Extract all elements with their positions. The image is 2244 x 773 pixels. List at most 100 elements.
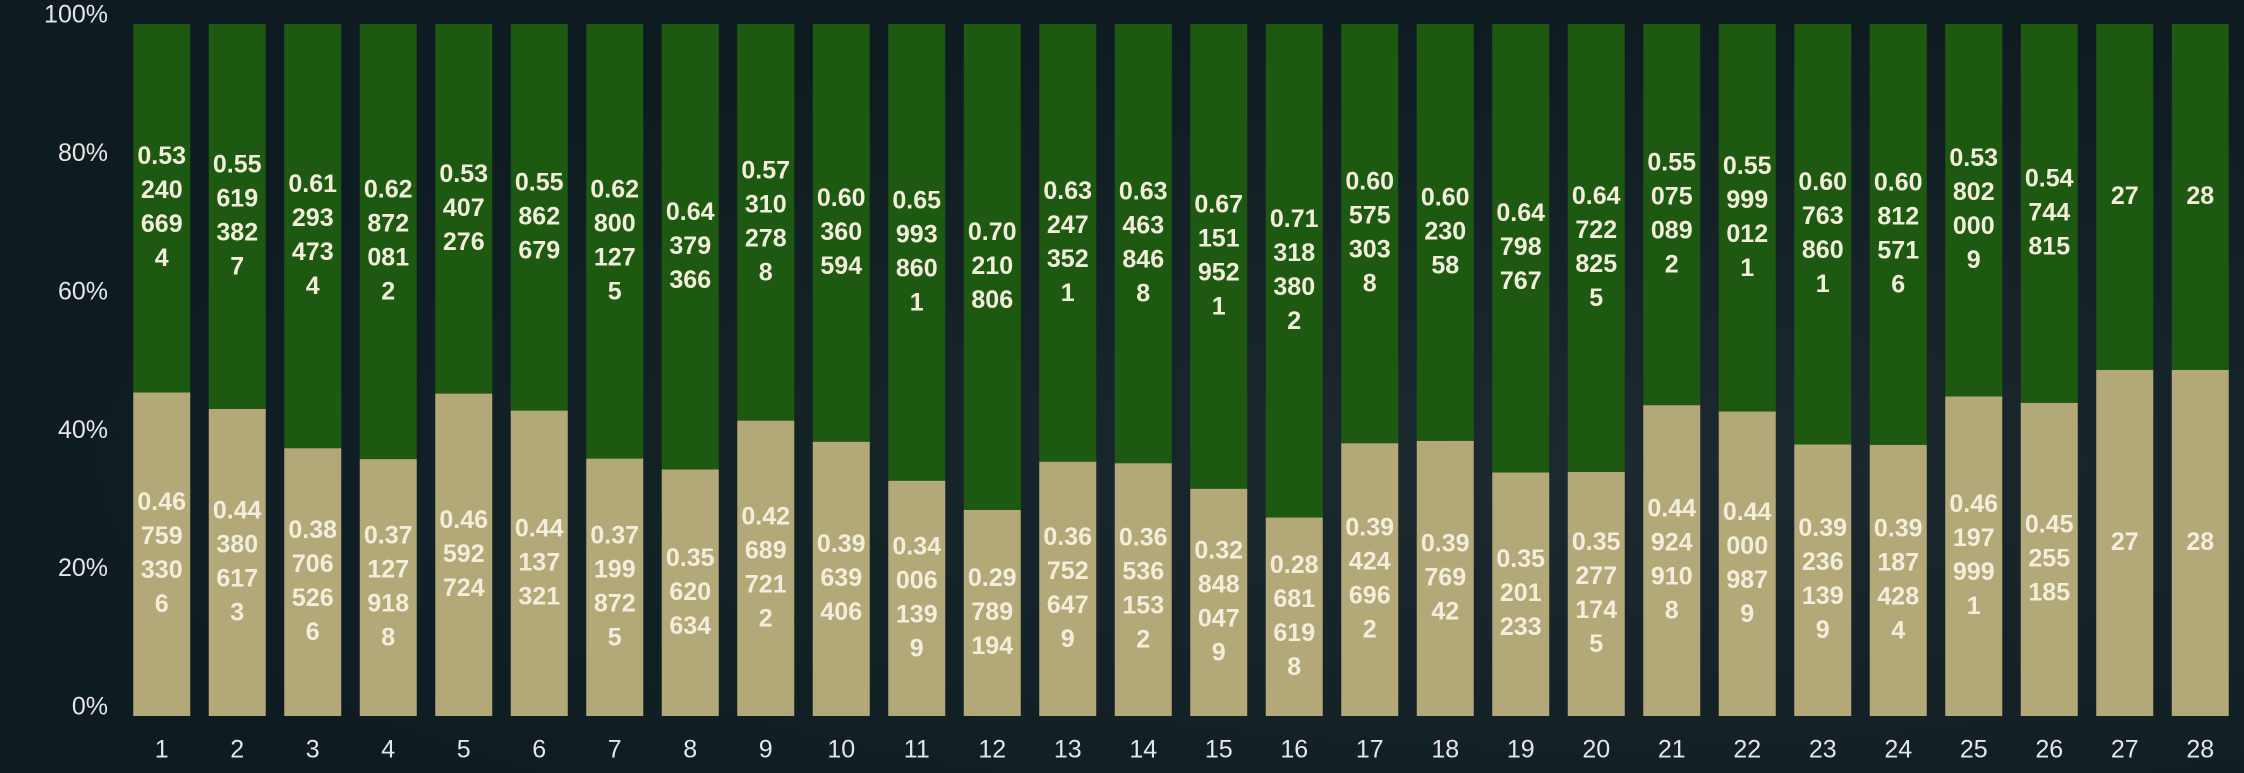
- value-label: 0.37 127 918 8: [364, 521, 413, 651]
- bar-segment: [133, 392, 191, 716]
- bar-segment: [1567, 471, 1625, 716]
- x-tick-label: 13: [1054, 736, 1082, 764]
- bar-segment: [1869, 444, 1927, 716]
- value-label: 0.45 255 185: [2025, 510, 2074, 606]
- value-label: 0.42 689 721 2: [741, 502, 790, 632]
- x-tick-label: 20: [1582, 736, 1610, 764]
- bar-segment: [1869, 24, 1927, 445]
- bar-segment: [2171, 370, 2229, 716]
- bar-segment: [1114, 463, 1172, 716]
- value-label: 0.60 230 58: [1421, 183, 1470, 279]
- value-label: 0.39 639 406: [817, 529, 866, 625]
- bar-segment: [208, 24, 266, 409]
- x-tick-label: 14: [1129, 736, 1157, 764]
- x-tick-label: 2: [230, 736, 244, 764]
- value-label: 0.61 293 473 4: [288, 170, 337, 300]
- bar-segment: [737, 24, 795, 421]
- bar-segment: [1945, 24, 2003, 397]
- bar-segment: [1643, 24, 1701, 406]
- value-label: 0.38 706 526 6: [288, 516, 337, 646]
- value-label: 0.44 380 617 3: [213, 496, 262, 626]
- value-label: 0.46 759 330 6: [137, 488, 186, 618]
- value-label: 0.65 993 860 1: [892, 186, 941, 316]
- x-tick-label: 16: [1280, 736, 1308, 764]
- value-label: 0.70 210 806: [968, 218, 1017, 314]
- value-label: 28: [2186, 182, 2214, 210]
- value-label: 0.63 247 352 1: [1043, 176, 1092, 306]
- value-label: 0.35 277 174 5: [1572, 528, 1621, 658]
- bar-segment: [1945, 396, 2003, 716]
- value-label: 27: [2111, 182, 2139, 210]
- bar-segment: [1265, 517, 1323, 716]
- bar-segment: [1341, 24, 1399, 444]
- bar-segment: [359, 459, 417, 716]
- value-label: 0.36 752 647 9: [1043, 522, 1092, 652]
- value-label: 0.57 310 278 8: [741, 156, 790, 286]
- bar-segment: [1265, 24, 1323, 518]
- x-tick-label: 8: [683, 736, 697, 764]
- bar-segment: [1114, 24, 1172, 464]
- bar-segment: [1190, 24, 1248, 489]
- value-label: 0.35 201 233: [1496, 545, 1545, 641]
- x-tick-label: 24: [1884, 736, 1912, 764]
- bar-segment: [1567, 24, 1625, 472]
- y-tick-label: 60%: [58, 277, 108, 305]
- value-label: 0.64 722 825 5: [1572, 182, 1621, 312]
- value-label: 0.64 379 366: [666, 197, 715, 293]
- bar-segment: [1718, 411, 1776, 716]
- value-label: 0.44 137 321: [515, 514, 564, 610]
- bar-segment: [435, 393, 493, 716]
- bar-segment: [1416, 24, 1474, 441]
- bar-segment: [586, 24, 644, 459]
- bar-segment: [1039, 24, 1097, 462]
- x-tick-label: 23: [1809, 736, 1837, 764]
- x-tick-label: 15: [1205, 736, 1233, 764]
- value-label: 0.37 199 872 5: [590, 521, 639, 651]
- bar-segment: [1794, 444, 1852, 716]
- value-label: 0.54 744 815: [2025, 164, 2074, 260]
- value-label: 0.71 318 380 2: [1270, 204, 1319, 334]
- value-label: 0.35 620 634: [666, 543, 715, 639]
- value-label: 0.55 999 012 1: [1723, 151, 1772, 281]
- bar-segment: [208, 408, 266, 716]
- bar-segment: [2096, 24, 2154, 370]
- y-tick-label: 20%: [58, 554, 108, 582]
- bar-segment: [2020, 402, 2078, 716]
- y-tick-label: 100%: [44, 1, 108, 29]
- bar-segment: [1416, 440, 1474, 716]
- x-tick-label: 12: [978, 736, 1006, 764]
- x-tick-label: 1: [155, 736, 169, 764]
- bar-segment: [1643, 405, 1701, 716]
- bar-segment: [661, 469, 719, 716]
- x-tick-label: 9: [759, 736, 773, 764]
- bar-segment: [586, 458, 644, 716]
- x-tick-label: 5: [457, 736, 471, 764]
- x-tick-label: 28: [2186, 736, 2214, 764]
- bar-segment: [2096, 370, 2154, 716]
- value-label: 0.39 769 42: [1421, 529, 1470, 625]
- bar-segment: [963, 509, 1021, 716]
- bar-segment: [2171, 24, 2229, 370]
- bar-segment: [888, 24, 946, 481]
- value-label: 0.63 463 846 8: [1119, 177, 1168, 307]
- value-label: 0.39 424 696 2: [1345, 513, 1394, 643]
- x-tick-label: 7: [608, 736, 622, 764]
- bar-segment: [737, 420, 795, 716]
- y-tick-label: 40%: [58, 416, 108, 444]
- y-tick-label: 80%: [58, 139, 108, 167]
- x-tick-label: 18: [1431, 736, 1459, 764]
- x-tick-label: 22: [1733, 736, 1761, 764]
- x-tick-label: 11: [904, 736, 930, 764]
- x-tick-label: 26: [2035, 736, 2063, 764]
- bar-segment: [510, 410, 568, 716]
- bar-segment: [812, 441, 870, 716]
- bar-segment: [284, 448, 342, 716]
- value-label: 0.46 197 999 1: [1949, 490, 1998, 620]
- value-label: 0.55 619 382 7: [213, 150, 262, 280]
- x-tick-label: 17: [1356, 736, 1384, 764]
- value-label: 0.62 800 127 5: [590, 175, 639, 305]
- value-label: 0.55 075 089 2: [1647, 148, 1696, 278]
- bar-segment: [1794, 24, 1852, 445]
- x-tick-label: 6: [532, 736, 546, 764]
